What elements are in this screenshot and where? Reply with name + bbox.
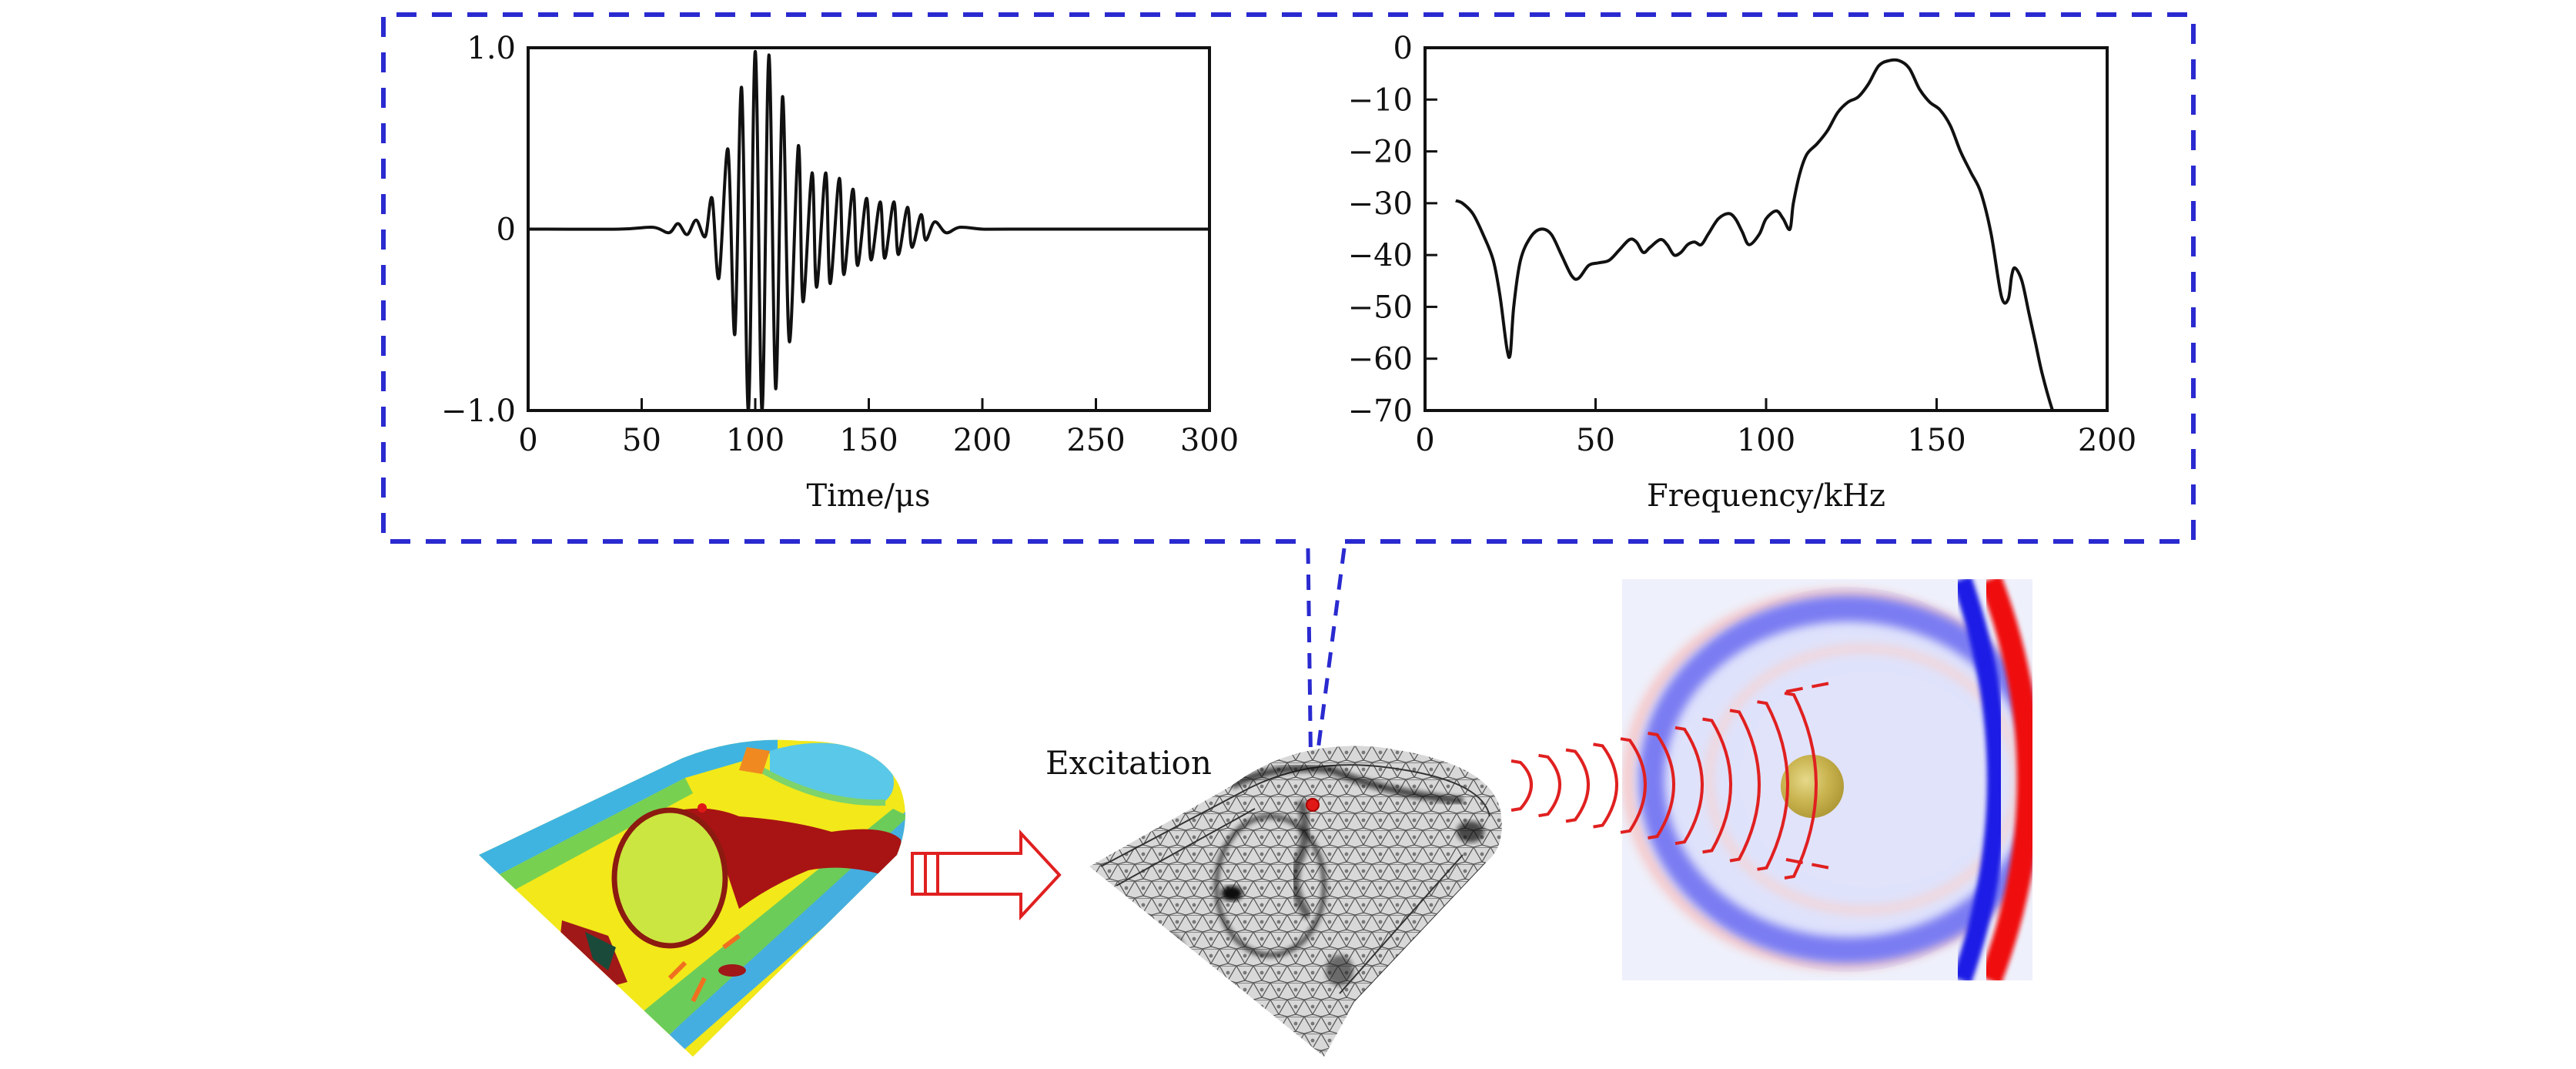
y-tick-label: −60: [1348, 342, 1413, 377]
x-tick-label: 200: [2078, 423, 2136, 458]
wavefront-arc: [1648, 732, 1675, 839]
callout-pointer-left: [1306, 548, 1313, 786]
wavefront-arc: [1729, 709, 1761, 863]
wavefront-arc: [1565, 748, 1590, 823]
wavefront-arc: [1510, 759, 1533, 812]
y-tick-label: −50: [1348, 290, 1413, 325]
cone-edge-bottom: [1785, 858, 1835, 870]
excitation-label: Excitation: [1045, 744, 1212, 782]
wavefront-arc: [1593, 742, 1618, 829]
scatterer-disc: [1781, 755, 1844, 818]
process-arrow-icon: [911, 829, 1062, 921]
chart-2-x-tick-labels: 0 50 100 150 200: [1415, 423, 2136, 458]
callout-pointer-right: [1311, 548, 1347, 786]
y-tick-label: −10: [1348, 82, 1413, 118]
x-tick-label: 150: [1907, 423, 1965, 458]
wavefront-arc: [1757, 700, 1789, 871]
chart-1-signal-line: [528, 49, 1209, 411]
chart-2-x-axis-title: Frequency/kHz: [1647, 478, 1885, 514]
chart-1-ticks: [641, 398, 1097, 411]
x-tick-label: 0: [1415, 423, 1434, 458]
y-tick-label: −70: [1348, 394, 1413, 429]
tissue-cross-section-image: [479, 739, 905, 1057]
wave-propagation-field-image: [1622, 579, 2032, 980]
wavefront-arc: [1538, 753, 1561, 818]
x-tick-label: 200: [953, 423, 1012, 458]
y-tick-label: −30: [1348, 186, 1413, 222]
x-tick-label: 100: [726, 423, 785, 458]
y-tick-label: 0: [1393, 31, 1413, 66]
wavefront-arc: [1702, 717, 1732, 854]
cone-edge-top: [1785, 681, 1835, 693]
wavefront-arc: [1620, 737, 1647, 834]
chart-2-plot-area: [1423, 46, 2109, 412]
chart-1-x-axis-title: Time/μs: [806, 478, 930, 514]
y-tick-label: −1.0: [441, 394, 516, 429]
chart-2-ticks: [1425, 98, 1938, 411]
x-tick-label: 150: [839, 423, 898, 458]
callout-box-border: [381, 12, 2196, 544]
finite-element-mesh-image: [1089, 746, 1502, 1057]
emitted-wavefront-arcs: [1510, 681, 1835, 880]
chart-1-x-tick-labels: 0 50 100 150 200 250 300: [518, 423, 1239, 458]
chart-2-spectrum-line: [1455, 58, 2055, 411]
callout-box: [381, 12, 2196, 786]
y-tick-label: 1.0: [467, 31, 516, 66]
y-tick-label: 0: [497, 213, 516, 248]
chart-2-y-tick-labels: 0 −10 −20 −30 −40 −50 −60 −70: [1348, 31, 1413, 429]
time-signal-chart: 0 50 100 150 200 250 300 1.00−1.0 Time/μs: [441, 31, 1239, 514]
y-tick-label: −40: [1348, 238, 1413, 273]
chart-1-y-tick-labels: 1.0 0 −1.0: [441, 31, 516, 429]
x-tick-label: 300: [1180, 423, 1239, 458]
y-tick-label: −20: [1348, 135, 1413, 170]
x-tick-label: 250: [1066, 423, 1125, 458]
wavefront-arc: [1674, 726, 1704, 846]
x-tick-label: 50: [1576, 423, 1615, 458]
excitation-point-marker: [1306, 798, 1320, 812]
x-tick-label: 0: [518, 423, 537, 458]
x-tick-label: 100: [1737, 423, 1795, 458]
x-tick-label: 50: [622, 423, 661, 458]
frequency-spectrum-chart: 0 50 100 150 200 0 −10 −20 −30 −40 −50 −60 −70 Freq…: [1348, 31, 2137, 514]
